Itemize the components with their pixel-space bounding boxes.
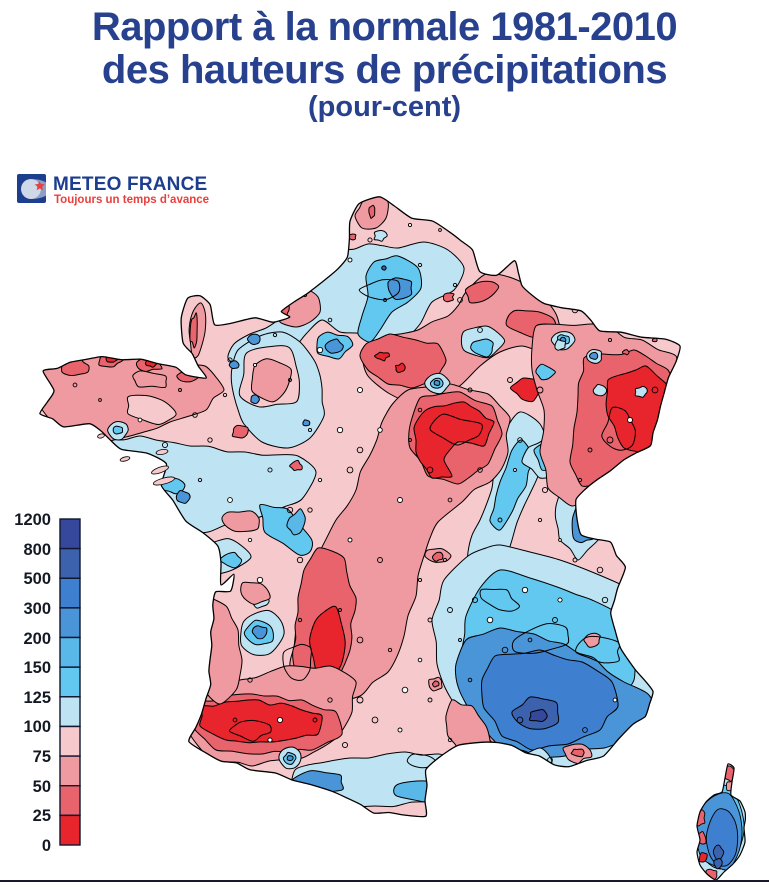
svg-text:800: 800 [23, 541, 51, 559]
svg-text:1200: 1200 [14, 511, 51, 529]
svg-text:75: 75 [33, 748, 51, 766]
svg-text:50: 50 [33, 778, 51, 796]
svg-text:500: 500 [23, 570, 51, 588]
svg-text:0: 0 [42, 837, 51, 855]
svg-text:150: 150 [23, 659, 51, 677]
svg-text:125: 125 [23, 689, 51, 707]
svg-text:25: 25 [33, 807, 51, 825]
svg-text:200: 200 [23, 630, 51, 648]
svg-text:100: 100 [23, 718, 51, 736]
svg-text:300: 300 [23, 600, 51, 618]
